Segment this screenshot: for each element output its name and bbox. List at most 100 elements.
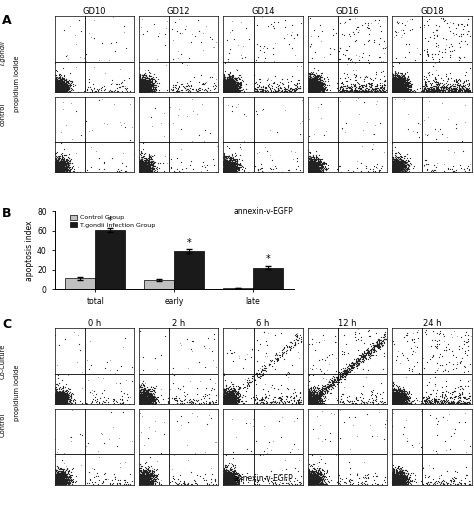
Point bbox=[227, 84, 234, 93]
Point bbox=[140, 84, 148, 92]
Point bbox=[425, 400, 432, 408]
Point bbox=[51, 474, 59, 482]
Point bbox=[311, 161, 319, 169]
Point bbox=[284, 479, 292, 488]
Point bbox=[445, 74, 452, 82]
Point bbox=[391, 472, 399, 480]
Point bbox=[225, 168, 232, 176]
Point bbox=[395, 388, 402, 397]
Point bbox=[143, 473, 150, 482]
Point bbox=[398, 396, 406, 404]
Point bbox=[228, 471, 236, 479]
Point bbox=[388, 158, 396, 166]
Point bbox=[400, 86, 408, 94]
Point bbox=[227, 397, 234, 405]
Point bbox=[275, 86, 283, 94]
Point bbox=[56, 480, 64, 489]
Point bbox=[138, 82, 146, 90]
Point bbox=[58, 475, 66, 483]
Point bbox=[392, 466, 400, 474]
Point bbox=[318, 479, 325, 487]
Point bbox=[305, 87, 313, 95]
Point bbox=[53, 83, 60, 92]
Point bbox=[224, 399, 232, 407]
Point bbox=[225, 472, 233, 480]
Point bbox=[137, 396, 144, 404]
Point bbox=[319, 85, 327, 93]
Point bbox=[153, 165, 161, 173]
Point bbox=[221, 80, 228, 89]
Point bbox=[394, 389, 401, 398]
Point bbox=[392, 87, 400, 95]
Point bbox=[396, 387, 404, 395]
Point bbox=[401, 392, 409, 400]
Point bbox=[370, 341, 378, 349]
Point bbox=[308, 165, 315, 173]
Point bbox=[307, 158, 315, 166]
Point bbox=[360, 353, 367, 361]
Point bbox=[318, 385, 326, 393]
Point bbox=[389, 163, 397, 172]
Point bbox=[229, 165, 237, 174]
Point bbox=[290, 155, 297, 163]
Point bbox=[227, 392, 235, 400]
Point bbox=[312, 394, 319, 403]
Point bbox=[307, 168, 314, 176]
Point bbox=[308, 87, 315, 95]
Point bbox=[397, 478, 405, 487]
Point bbox=[397, 398, 404, 406]
Point bbox=[393, 398, 401, 406]
Point bbox=[389, 161, 396, 169]
Point bbox=[400, 430, 407, 438]
Point bbox=[53, 389, 61, 397]
Point bbox=[99, 397, 107, 405]
Point bbox=[145, 393, 152, 401]
Point bbox=[63, 395, 70, 404]
Point bbox=[145, 471, 152, 479]
Point bbox=[161, 152, 169, 160]
Point bbox=[392, 88, 400, 96]
Point bbox=[128, 123, 136, 131]
Point bbox=[139, 479, 146, 487]
Point bbox=[147, 382, 155, 390]
Point bbox=[314, 164, 322, 173]
Point bbox=[391, 400, 398, 408]
Point bbox=[426, 410, 434, 418]
Point bbox=[364, 480, 371, 489]
Point bbox=[310, 83, 318, 91]
Point bbox=[391, 466, 398, 474]
Point bbox=[221, 476, 229, 484]
Point bbox=[54, 474, 61, 482]
Point bbox=[395, 163, 402, 171]
Point bbox=[305, 155, 312, 163]
Point bbox=[391, 81, 399, 89]
Point bbox=[392, 159, 400, 167]
Point bbox=[407, 476, 415, 485]
Point bbox=[305, 85, 312, 93]
Point bbox=[392, 477, 400, 485]
Point bbox=[396, 398, 403, 406]
Point bbox=[305, 165, 312, 173]
Point bbox=[391, 167, 398, 175]
Point bbox=[391, 472, 399, 480]
Point bbox=[399, 480, 406, 488]
Point bbox=[391, 79, 398, 87]
Point bbox=[456, 400, 463, 408]
Point bbox=[220, 86, 228, 94]
Point bbox=[304, 82, 312, 91]
Point bbox=[311, 84, 319, 92]
Point bbox=[60, 397, 67, 405]
Point bbox=[399, 166, 407, 175]
Point bbox=[304, 79, 312, 87]
Point bbox=[398, 471, 406, 479]
Point bbox=[312, 79, 319, 88]
Point bbox=[140, 80, 148, 88]
Point bbox=[141, 85, 149, 93]
Point bbox=[59, 164, 67, 173]
Point bbox=[305, 80, 313, 88]
Point bbox=[59, 480, 66, 489]
Point bbox=[58, 160, 65, 168]
Point bbox=[143, 156, 151, 164]
Point bbox=[390, 82, 398, 91]
Point bbox=[230, 82, 238, 90]
